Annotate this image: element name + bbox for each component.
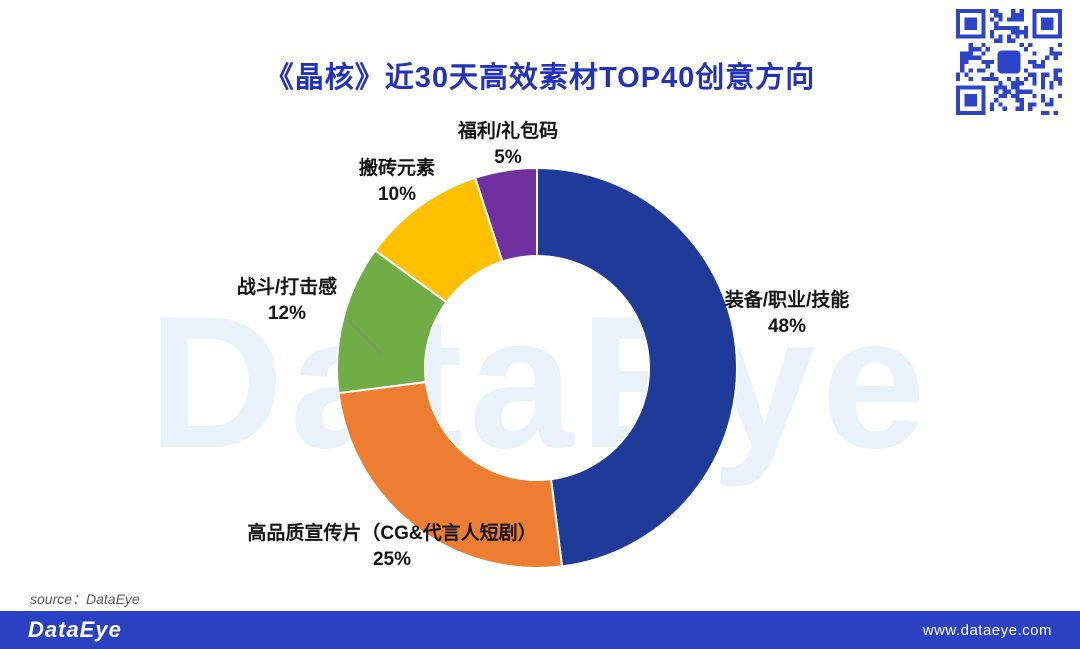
slice-pct-text: 12% [267, 302, 307, 324]
slice-pct-text: 10% [377, 183, 417, 205]
slice-label-text: 搬砖元素 [358, 158, 436, 179]
qr-code-icon [956, 9, 1062, 115]
slice-label-text: 装备/职业/技能 [724, 290, 850, 311]
slice-label-text: 高品质宣传片（CG&代言人短剧） [247, 523, 537, 544]
chart-title: 《晶核》近30天高效素材TOP40创意方向 [264, 62, 816, 94]
slice-pct-text: 25% [372, 548, 412, 570]
slice-label-text: 福利/礼包码 [457, 121, 559, 142]
slice-label-equipment: 装备/职业/技能 48% [725, 288, 850, 339]
slice-label-text: 战斗/打击感 [236, 277, 338, 298]
slice-label-combat: 战斗/打击感 12% [237, 275, 337, 326]
watermark: DataEye [148, 277, 932, 487]
slice-pct-text: 5% [494, 146, 522, 168]
source-note: source：DataEye [30, 591, 140, 607]
slice-label-giftcode: 福利/礼包码 5% [458, 119, 558, 170]
qr-center-logo [997, 50, 1021, 74]
leader-line [347, 319, 383, 355]
dataeye-logo: DataEye [28, 617, 122, 642]
slice-label-farming: 搬砖元素 10% [359, 156, 435, 207]
footer-bar: DataEye www.dataeye.com [0, 611, 1080, 649]
donut-slice-0 [536, 166, 738, 568]
donut-slice-1 [337, 380, 564, 569]
slice-pct-text: 48% [767, 315, 807, 337]
slice-label-promo-video: 高品质宣传片（CG&代言人短剧） 25% [247, 521, 536, 572]
footer-url: www.dataeye.com [922, 621, 1052, 639]
donut-slice-4 [473, 166, 538, 263]
